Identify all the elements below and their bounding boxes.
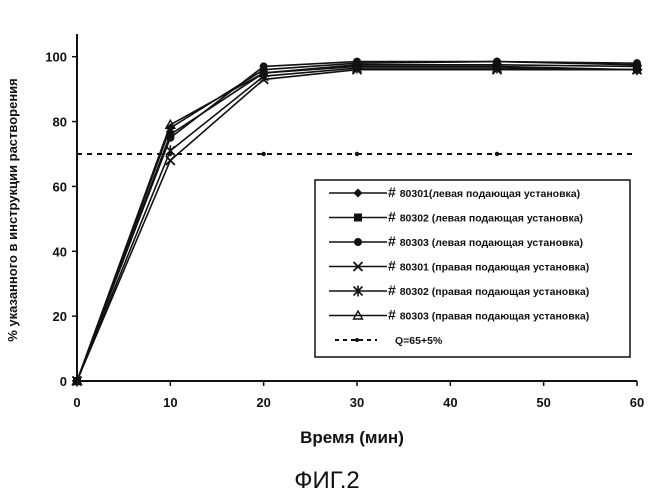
x-tick-label: 10 [163,395,177,410]
legend-hash: # [388,258,400,274]
legend-hash: # [388,209,400,225]
legend-series-name: 80303 (правая подающая установка) [400,311,590,323]
legend-hash: # [388,184,400,200]
y-tick-label: 20 [53,309,67,324]
legend-hash: # [388,282,400,298]
threshold-dot [495,152,499,156]
x-tick-label: 0 [73,395,80,410]
y-tick-label: 40 [53,244,67,259]
figure-caption: ФИГ.2 [294,467,360,494]
x-tick-label: 60 [630,395,644,410]
legend-series-name: 80301 (правая подающая установка) [400,262,590,274]
series-3-point [166,134,174,142]
threshold-dot [261,152,265,156]
x-tick-label: 40 [443,395,457,410]
legend-series-name: 80303 (левая подающая установка) [400,237,583,249]
y-tick-label: 80 [53,115,67,130]
legend-series-name: 80302 (правая подающая установка) [400,286,590,298]
x-tick-label: 20 [256,395,270,410]
y-axis-title: % указанного в инструкции растворения [5,78,20,342]
legend: # 80301(левая подающая установка)# 80302… [315,180,630,357]
y-tick-label: 0 [60,374,67,389]
x-axis-title: Время (мин) [300,428,404,447]
legend-series-name: 80301(левая подающая установка) [400,188,580,200]
x-tick-label: 50 [536,395,550,410]
threshold-dot [168,152,172,156]
legend-hash: # [388,307,400,323]
x-tick-label: 30 [350,395,364,410]
y-tick-label: 60 [53,179,67,194]
legend-series-name: 80302 (левая подающая установка) [400,213,583,225]
legend-label: Q=65+5% [395,335,443,347]
legend-swatch-marker [354,238,362,246]
legend-swatch-dot [355,338,359,342]
legend-swatch-marker [354,214,362,222]
legend-hash: # [388,233,400,249]
threshold-dot [355,152,359,156]
y-tick-label: 100 [45,50,67,65]
